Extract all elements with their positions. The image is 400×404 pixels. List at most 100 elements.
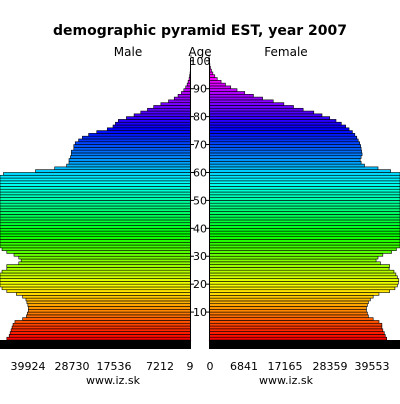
female-bar-age-65 <box>209 156 361 159</box>
female-bar-age-49 <box>209 200 400 203</box>
female-bar-age-89 <box>209 89 237 92</box>
female-bar-age-10 <box>209 309 366 312</box>
male-bar-age-2 <box>10 332 191 335</box>
male-bar-age-86 <box>174 97 191 100</box>
male-bar-age-70 <box>75 142 191 145</box>
female-bar-age-45 <box>209 212 400 215</box>
male-bar-age-17 <box>7 290 191 293</box>
female-bar-age-16 <box>209 293 379 296</box>
female-bar-age-40 <box>209 226 400 229</box>
male-label: Male <box>114 45 142 59</box>
male-bar-age-67 <box>71 150 191 153</box>
male-axis-tick-label: 17536 <box>97 360 132 373</box>
female-bar-age-4 <box>209 326 382 329</box>
male-bar-age-20 <box>0 281 191 284</box>
male-bar-age-26 <box>7 265 191 268</box>
female-bar-age-58 <box>209 175 400 178</box>
male-bar-age-3 <box>11 329 191 332</box>
male-bar-age-24 <box>2 270 191 273</box>
male-bar-age-74 <box>97 131 191 134</box>
female-bar-age-15 <box>209 295 373 298</box>
female-bar-age-17 <box>209 290 390 293</box>
male-bar-age-33 <box>0 245 191 248</box>
male-bar-age-63 <box>69 161 191 164</box>
male-bar-age-56 <box>0 181 191 184</box>
female-bar-age-32 <box>209 248 396 251</box>
female-bar-age-36 <box>209 237 400 240</box>
age-tick-label: 50 <box>193 194 207 207</box>
male-bar-age-83 <box>154 105 191 108</box>
female-bar-age-73 <box>209 133 355 136</box>
male-bar-age-76 <box>113 125 191 128</box>
female-bar-age-93 <box>209 78 217 81</box>
male-bar-age-89 <box>184 89 191 92</box>
female-bar-age-26 <box>209 265 390 268</box>
age-tick-label: 70 <box>193 139 207 152</box>
age-tick-label: 90 <box>193 83 207 96</box>
female-bar-age-92 <box>209 80 221 83</box>
age-tick-label: 60 <box>193 166 207 179</box>
female-bar-age-46 <box>209 209 400 212</box>
male-bar-age-14 <box>26 298 191 301</box>
female-bar-age-19 <box>209 284 397 287</box>
female-bar-age-79 <box>209 117 330 120</box>
female-bar-age-7 <box>209 318 373 321</box>
female-bar-age-56 <box>209 181 400 184</box>
male-bar-age-19 <box>0 284 191 287</box>
female-bar-age-55 <box>209 184 400 187</box>
female-bar-age-2 <box>209 332 384 335</box>
male-bar-age-88 <box>181 92 191 95</box>
male-bar-age-12 <box>28 304 191 307</box>
male-bar-age-8 <box>26 315 191 318</box>
age-tick-label: 30 <box>193 250 207 263</box>
male-bar-age-75 <box>107 128 191 131</box>
male-bar-age-4 <box>12 326 191 329</box>
female-bar-age-63 <box>209 161 361 164</box>
male-bar-age-32 <box>2 248 191 251</box>
female-bar-age-21 <box>209 279 399 282</box>
age-tick-label: 20 <box>193 278 207 291</box>
female-bar-age-60 <box>209 170 391 173</box>
male-bar-age-6 <box>15 320 191 323</box>
male-bar-age-41 <box>0 223 191 226</box>
male-bar-age-69 <box>74 145 191 148</box>
female-bar-age-35 <box>209 239 400 242</box>
female-bar-age-18 <box>209 287 395 290</box>
male-bar-age-30 <box>14 253 191 256</box>
female-bar-age-3 <box>209 329 383 332</box>
female-bar-age-20 <box>209 281 398 284</box>
female-bar-age-62 <box>209 164 364 167</box>
male-bar-age-57 <box>0 178 191 181</box>
male-bar-age-29 <box>19 256 191 259</box>
male-bar-age-7 <box>23 318 191 321</box>
female-bar-age-12 <box>209 304 367 307</box>
male-bar-age-36 <box>0 237 191 240</box>
male-bar-age-82 <box>147 108 191 111</box>
female-axis-tick-label: 39553 <box>355 360 390 373</box>
male-axis-tick-label: 28730 <box>55 360 90 373</box>
female-bar-age-75 <box>209 128 349 131</box>
female-bar-age-68 <box>209 147 361 150</box>
female-bar-age-87 <box>209 94 253 97</box>
female-bar-age-30 <box>209 253 383 256</box>
female-bar-age-90 <box>209 86 231 89</box>
female-bar-age-29 <box>209 256 378 259</box>
age-tick-label: 10 <box>193 306 207 319</box>
female-bar-age-76 <box>209 125 346 128</box>
chart-title: demographic pyramid EST, year 2007 <box>53 23 347 39</box>
female-bar-age-0 <box>209 337 387 340</box>
female-bar-age-11 <box>209 307 366 310</box>
male-bar-age-60 <box>36 170 191 173</box>
female-bar-age-78 <box>209 119 336 122</box>
male-bar-age-37 <box>0 234 191 237</box>
male-bar-age-64 <box>69 159 191 162</box>
female-bar-age-59 <box>209 172 400 175</box>
male-bar-age-53 <box>0 189 191 192</box>
female-bar-age-1 <box>209 334 385 337</box>
male-bar-age-78 <box>118 119 191 122</box>
female-bar-age-41 <box>209 223 400 226</box>
female-bar-age-64 <box>209 159 360 162</box>
male-bar-age-79 <box>126 117 191 120</box>
male-axis-tick-label: 9 <box>187 360 194 373</box>
